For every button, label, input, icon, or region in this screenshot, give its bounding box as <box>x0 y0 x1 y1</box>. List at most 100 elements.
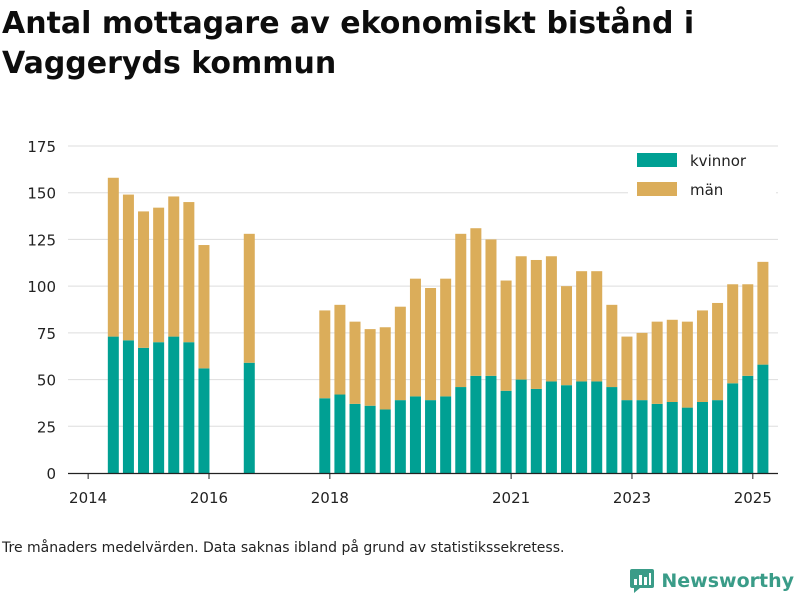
y-tick-label: 175 <box>27 138 56 156</box>
bar-kvinnor <box>349 403 361 473</box>
bar-kvinnor <box>621 400 633 473</box>
bar-kvinnor <box>319 398 331 473</box>
bar-man <box>394 306 406 401</box>
bar-man <box>727 284 739 384</box>
brand-name: Newsworthy <box>661 570 794 592</box>
bar-man <box>122 194 134 341</box>
y-tick-label: 150 <box>27 185 56 203</box>
x-tick-label: 2021 <box>492 489 530 507</box>
bar-kvinnor <box>757 364 769 473</box>
newsworthy-logo-icon <box>630 569 655 593</box>
bar-man <box>168 196 180 337</box>
bar-kvinnor <box>636 400 648 473</box>
legend: kvinnor män <box>628 150 776 202</box>
bar-kvinnor <box>712 400 724 473</box>
bar-kvinnor <box>440 396 452 473</box>
bar-man <box>742 284 754 376</box>
bar-man <box>470 228 482 376</box>
bar-man <box>651 321 663 404</box>
bar-kvinnor <box>409 396 421 473</box>
bar-kvinnor <box>545 381 557 473</box>
bar-kvinnor <box>530 388 542 473</box>
bar-man <box>455 233 467 388</box>
bar-kvinnor <box>168 336 180 473</box>
bar-kvinnor <box>651 403 663 473</box>
bar-man <box>440 278 452 397</box>
y-tick-label: 0 <box>46 465 56 483</box>
bar-kvinnor <box>515 379 527 473</box>
bar-kvinnor <box>153 342 165 473</box>
legend-swatch-kvinnor <box>637 153 677 167</box>
bar-man <box>485 239 497 376</box>
bar-man <box>757 261 769 365</box>
bar-kvinnor <box>742 375 754 473</box>
y-tick-label: 125 <box>27 231 56 249</box>
x-tick-label: 2023 <box>613 489 651 507</box>
x-tick-label: 2025 <box>734 489 772 507</box>
bar-man <box>500 280 512 391</box>
bar-kvinnor <box>243 362 255 473</box>
bar-man <box>606 304 618 388</box>
bar-man <box>681 321 693 408</box>
y-tick-label: 25 <box>37 418 56 436</box>
bar-man <box>636 332 648 401</box>
bar-man <box>666 319 678 402</box>
y-tick-label: 75 <box>37 325 56 343</box>
bar-kvinnor <box>455 387 467 473</box>
x-tick-label: 2018 <box>311 489 349 507</box>
bar-kvinnor <box>138 347 150 473</box>
bar-man <box>545 256 557 382</box>
bar-man <box>379 327 391 410</box>
bar-man <box>530 259 542 389</box>
x-tick-label: 2016 <box>190 489 228 507</box>
bar-man <box>183 202 195 343</box>
bar-kvinnor <box>379 409 391 473</box>
bars <box>107 177 769 473</box>
legend-label-kvinnor: kvinnor <box>690 152 747 170</box>
bar-man <box>591 271 603 382</box>
bar-kvinnor <box>364 405 376 473</box>
bar-man <box>319 310 331 399</box>
bar-man <box>334 304 346 395</box>
axes: 0 25 50 75 100 125 150 175 2014 2016 2018 2021 2023 2… <box>27 138 778 507</box>
bar-kvinnor <box>591 381 603 473</box>
x-tick-label: 2014 <box>69 489 107 507</box>
bar-man <box>364 329 376 406</box>
bar-kvinnor <box>470 375 482 473</box>
bar-kvinnor <box>681 407 693 473</box>
y-tick-label: 50 <box>37 372 56 390</box>
bar-man <box>198 245 210 369</box>
bar-kvinnor <box>561 385 573 473</box>
bar-kvinnor <box>425 400 437 473</box>
bar-man <box>515 256 527 380</box>
bar-man <box>712 302 724 401</box>
bar-kvinnor <box>122 340 134 473</box>
bar-kvinnor <box>107 336 119 473</box>
bar-kvinnor <box>183 342 195 473</box>
bar-man <box>696 310 708 402</box>
bar-man <box>349 321 361 404</box>
bar-kvinnor <box>334 394 346 473</box>
bar-kvinnor <box>394 400 406 473</box>
bar-kvinnor <box>485 375 497 473</box>
bar-man <box>409 278 421 397</box>
bar-kvinnor <box>727 383 739 473</box>
bar-kvinnor <box>696 401 708 473</box>
y-tick-label: 100 <box>27 278 56 296</box>
bar-man <box>576 271 588 382</box>
brand-logo: Newsworthy <box>629 568 794 594</box>
bar-man <box>621 336 633 401</box>
legend-swatch-man <box>637 182 677 196</box>
bar-man <box>425 288 437 401</box>
bar-man <box>561 286 573 386</box>
bar-kvinnor <box>666 401 678 473</box>
footnote: Tre månaders medelvärden. Data saknas ib… <box>2 540 565 556</box>
bar-man <box>243 233 255 363</box>
bar-kvinnor <box>606 387 618 473</box>
bar-kvinnor <box>198 368 210 473</box>
bar-man <box>138 211 150 348</box>
bar-man <box>153 207 165 343</box>
chart-title: Antal mottagare av ekonomiskt bistånd i … <box>2 6 695 81</box>
bar-kvinnor <box>576 381 588 473</box>
